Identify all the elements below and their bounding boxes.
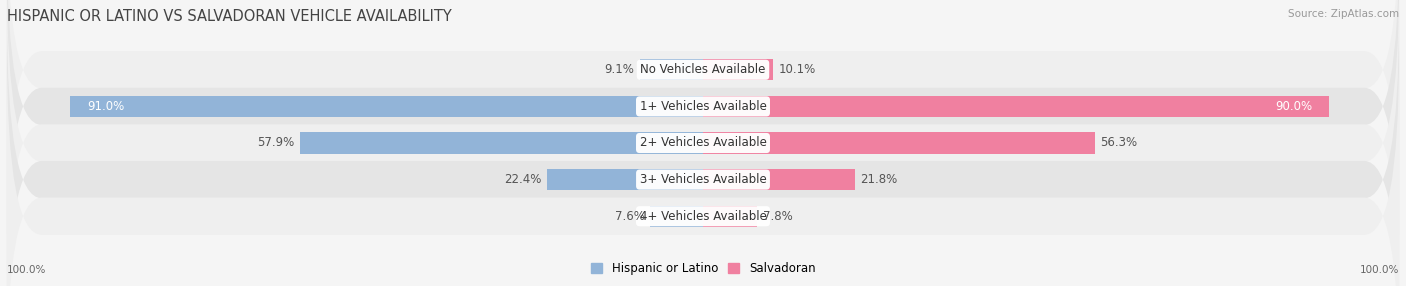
- FancyBboxPatch shape: [7, 0, 1399, 234]
- Text: 91.0%: 91.0%: [87, 100, 124, 113]
- Text: 9.1%: 9.1%: [605, 63, 634, 76]
- Text: 2+ Vehicles Available: 2+ Vehicles Available: [640, 136, 766, 150]
- Bar: [640, 59, 703, 80]
- Bar: [703, 96, 1330, 117]
- Bar: [70, 96, 703, 117]
- Text: HISPANIC OR LATINO VS SALVADORAN VEHICLE AVAILABILITY: HISPANIC OR LATINO VS SALVADORAN VEHICLE…: [7, 9, 451, 23]
- Bar: [703, 206, 758, 227]
- Bar: [703, 169, 855, 190]
- Bar: [703, 132, 1095, 154]
- Bar: [299, 132, 703, 154]
- Text: Source: ZipAtlas.com: Source: ZipAtlas.com: [1288, 9, 1399, 19]
- Text: 1+ Vehicles Available: 1+ Vehicles Available: [640, 100, 766, 113]
- Text: 22.4%: 22.4%: [505, 173, 541, 186]
- FancyBboxPatch shape: [7, 15, 1399, 286]
- Text: 7.6%: 7.6%: [614, 210, 644, 223]
- Text: 100.0%: 100.0%: [7, 265, 46, 275]
- Legend: Hispanic or Latino, Salvadoran: Hispanic or Latino, Salvadoran: [586, 258, 820, 280]
- Text: 56.3%: 56.3%: [1101, 136, 1137, 150]
- Text: 57.9%: 57.9%: [257, 136, 294, 150]
- Text: 21.8%: 21.8%: [860, 173, 897, 186]
- Text: 100.0%: 100.0%: [1360, 265, 1399, 275]
- FancyBboxPatch shape: [7, 0, 1399, 271]
- Text: 7.8%: 7.8%: [763, 210, 793, 223]
- Bar: [547, 169, 703, 190]
- FancyBboxPatch shape: [7, 52, 1399, 286]
- Text: No Vehicles Available: No Vehicles Available: [640, 63, 766, 76]
- Text: 4+ Vehicles Available: 4+ Vehicles Available: [640, 210, 766, 223]
- Bar: [650, 206, 703, 227]
- Text: 90.0%: 90.0%: [1275, 100, 1312, 113]
- Text: 3+ Vehicles Available: 3+ Vehicles Available: [640, 173, 766, 186]
- Bar: [703, 59, 773, 80]
- Text: 10.1%: 10.1%: [779, 63, 815, 76]
- FancyBboxPatch shape: [7, 0, 1399, 286]
